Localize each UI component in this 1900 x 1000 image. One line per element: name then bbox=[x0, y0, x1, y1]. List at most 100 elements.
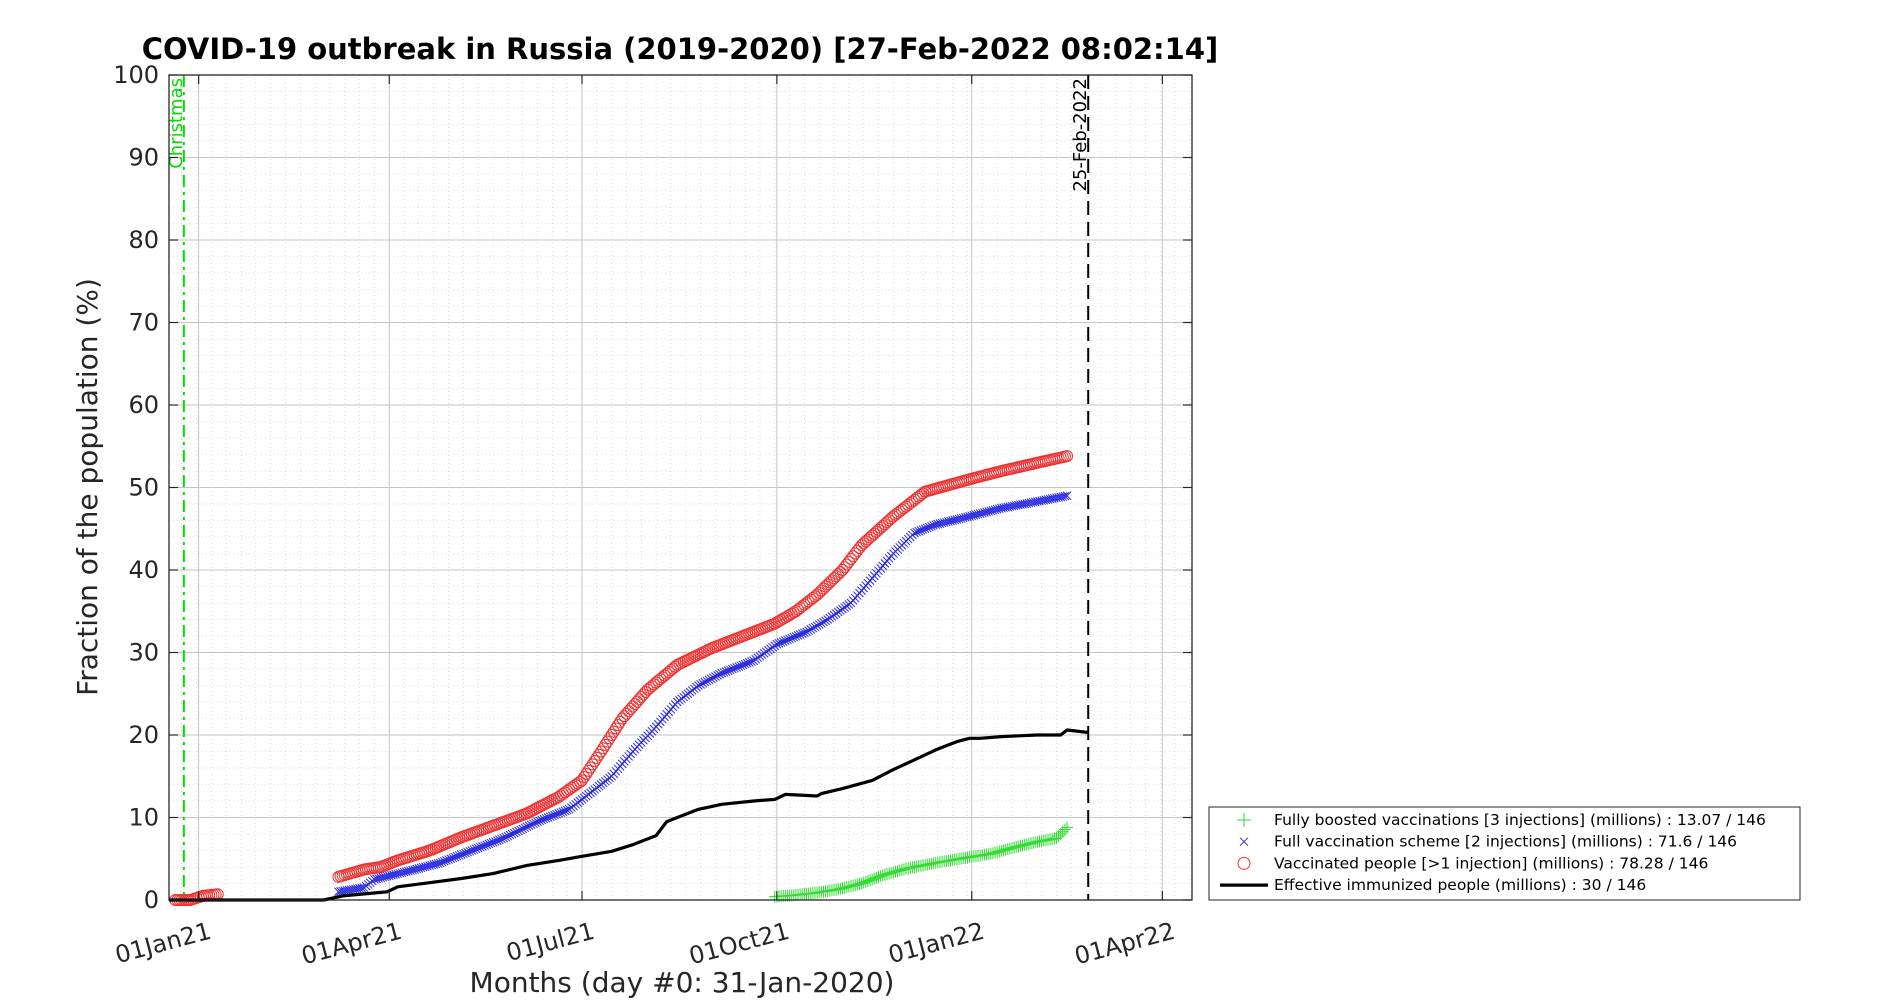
data-point bbox=[552, 790, 565, 803]
data-point bbox=[571, 777, 584, 790]
data-point bbox=[516, 825, 525, 835]
data-point bbox=[639, 686, 652, 699]
legend-label: Effective immunized people (millions) : … bbox=[1274, 876, 1646, 894]
legend-label: Vaccinated people [>1 injection] (millio… bbox=[1274, 854, 1708, 872]
data-point bbox=[747, 657, 756, 666]
data-point bbox=[808, 623, 818, 633]
y-tick-label: 30 bbox=[128, 639, 159, 667]
data-point bbox=[704, 675, 714, 685]
data-point bbox=[816, 618, 826, 628]
x-tick-label: 01Apr22 bbox=[1072, 917, 1178, 971]
data-point bbox=[832, 568, 845, 581]
data-point bbox=[612, 719, 625, 732]
data-point bbox=[565, 781, 578, 794]
data-point bbox=[667, 662, 680, 675]
y-tick-label: 70 bbox=[128, 309, 159, 337]
data-point bbox=[595, 745, 608, 758]
x-tick-label: 01Apr21 bbox=[298, 917, 404, 971]
data-point bbox=[563, 783, 576, 796]
data-point bbox=[576, 774, 589, 787]
data-point bbox=[559, 786, 572, 799]
data-point bbox=[810, 622, 820, 632]
data-point bbox=[562, 805, 572, 815]
data-point bbox=[616, 712, 629, 725]
data-point bbox=[694, 681, 703, 690]
grid-lines bbox=[169, 74, 1192, 901]
data-point bbox=[524, 821, 534, 831]
legend-box bbox=[1208, 806, 1801, 901]
data-point bbox=[702, 676, 712, 686]
data-point bbox=[520, 823, 530, 833]
y-tick-label: 60 bbox=[128, 391, 159, 419]
data-point bbox=[853, 542, 866, 554]
reference-line-label: 25-Feb-2022 bbox=[1070, 78, 1091, 192]
y-tick-label: 80 bbox=[128, 226, 159, 254]
data-point bbox=[605, 729, 618, 741]
reference-lines: Christmas 25-Feb-2022 bbox=[166, 75, 1091, 900]
data-point bbox=[706, 674, 716, 684]
data-point bbox=[514, 826, 523, 836]
data-point bbox=[635, 690, 648, 703]
data-point bbox=[592, 748, 605, 761]
x-tick-label: 01Jan22 bbox=[885, 917, 987, 969]
data-point bbox=[599, 738, 612, 751]
x-ticks: 01Jan21 01Apr21 01Jul21 01Oct21 01Jan22 01Apr… bbox=[112, 75, 1178, 970]
data-point bbox=[696, 680, 705, 689]
data-point bbox=[597, 742, 610, 755]
data-point bbox=[631, 695, 644, 708]
data-point bbox=[607, 725, 620, 738]
data-point bbox=[787, 606, 800, 619]
data-point bbox=[817, 582, 830, 595]
data-point bbox=[800, 628, 809, 638]
x-axis-label: Months (day #0: 31-Jan-2020) bbox=[470, 966, 895, 999]
legend-entry: Fully boosted vaccinations [3 injections… bbox=[1237, 811, 1766, 829]
x-tick-label: 01Oct21 bbox=[686, 917, 792, 971]
series-layer bbox=[169, 450, 1089, 906]
chart-title: COVID-19 outbreak in Russia (2019-2020) … bbox=[142, 32, 1219, 66]
y-tick-label: 40 bbox=[128, 556, 159, 584]
data-point bbox=[618, 710, 631, 723]
data-point bbox=[713, 671, 722, 680]
data-point bbox=[567, 780, 580, 793]
data-point bbox=[609, 722, 622, 735]
data-point bbox=[628, 698, 641, 711]
legend: Fully boosted vaccinations [3 injections… bbox=[1208, 806, 1801, 901]
data-point bbox=[813, 586, 826, 599]
legend-entry: Full vaccination scheme [2 injections] (… bbox=[1239, 833, 1737, 851]
y-tick-label: 100 bbox=[113, 61, 159, 89]
data-point bbox=[522, 822, 532, 832]
data-point bbox=[821, 578, 834, 591]
data-point bbox=[715, 669, 725, 679]
data-point bbox=[812, 621, 822, 631]
legend-marker-plus bbox=[1237, 813, 1251, 827]
legend-marker-x bbox=[1239, 837, 1249, 847]
data-point bbox=[584, 761, 597, 774]
y-ticks: 0 10 20 30 40 50 60 70 80 90 100 bbox=[113, 61, 1192, 914]
data-point bbox=[531, 818, 540, 828]
data-point bbox=[711, 672, 720, 681]
series-x bbox=[334, 491, 1072, 897]
data-point bbox=[499, 833, 508, 843]
data-point bbox=[503, 831, 513, 841]
legend-label: Full vaccination scheme [2 injections] (… bbox=[1274, 833, 1737, 851]
y-tick-label: 0 bbox=[144, 886, 159, 914]
data-point bbox=[556, 787, 569, 800]
data-point bbox=[554, 789, 567, 802]
legend-marker-circle bbox=[1237, 856, 1251, 870]
reference-line-label: Christmas bbox=[166, 78, 187, 169]
y-axis-label: Fraction of the population (%) bbox=[71, 278, 104, 696]
data-point bbox=[626, 700, 639, 713]
data-point bbox=[501, 832, 511, 842]
data-point bbox=[1058, 823, 1071, 836]
legend-entry: Vaccinated people [>1 injection] (millio… bbox=[1237, 854, 1708, 872]
data-point bbox=[509, 828, 519, 838]
series-line bbox=[169, 728, 1089, 902]
data-point bbox=[580, 767, 593, 780]
data-point bbox=[708, 673, 718, 682]
data-point bbox=[588, 755, 601, 768]
y-tick-label: 10 bbox=[128, 804, 159, 832]
data-point bbox=[526, 820, 536, 830]
data-point bbox=[821, 616, 830, 626]
data-point bbox=[586, 758, 599, 771]
data-point bbox=[507, 829, 517, 839]
